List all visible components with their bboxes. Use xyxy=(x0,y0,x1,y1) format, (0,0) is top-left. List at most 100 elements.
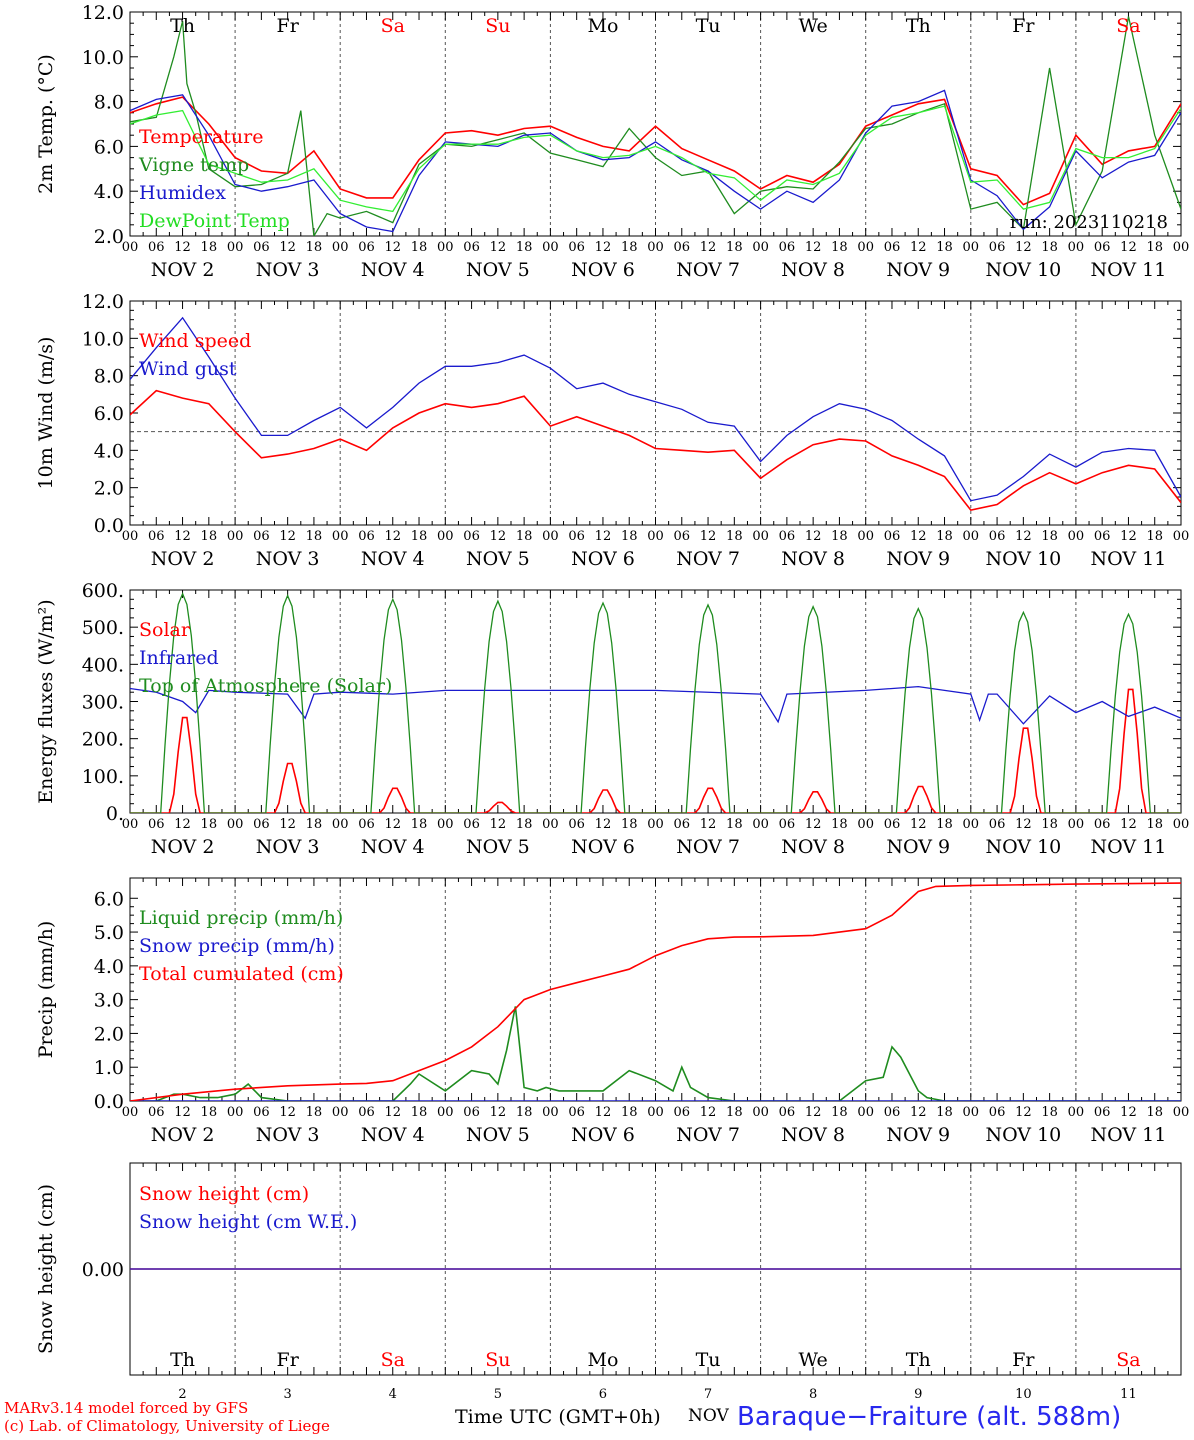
hour-tick-label: 06 xyxy=(568,240,585,255)
hour-tick-label: 18 xyxy=(1146,1105,1163,1120)
hour-tick-label: 00 xyxy=(857,1105,874,1120)
panel-3: 0. 100. 200. 300. 400. 500. 600. Energy fluxes … xyxy=(35,580,1189,858)
hour-tick-label: 18 xyxy=(936,529,953,544)
hour-tick-label: 18 xyxy=(516,1105,533,1120)
y-tick-label: 5.0 xyxy=(94,922,124,944)
hour-tick-label: 18 xyxy=(621,240,638,255)
plot-frame xyxy=(129,300,1182,526)
legend-snow-height-cm-w-e-: Snow height (cm W.E.) xyxy=(139,1211,357,1233)
hour-tick-label: 06 xyxy=(463,240,480,255)
date-label: NOV 4 xyxy=(361,1124,425,1146)
hour-tick-label: 18 xyxy=(1041,1105,1058,1120)
series-group xyxy=(130,882,1181,1101)
hour-tick-label: 06 xyxy=(989,1105,1006,1120)
weekday-label: Mo xyxy=(587,15,618,37)
hour-tick-label: 12 xyxy=(490,240,507,255)
hour-tick-label: 18 xyxy=(726,1105,743,1120)
hour-tick-label: 12 xyxy=(279,240,296,255)
series-group xyxy=(130,316,1181,511)
hour-tick-label: 06 xyxy=(148,1105,165,1120)
day-number: 5 xyxy=(494,1387,502,1402)
hour-tick-label: 00 xyxy=(122,817,139,832)
date-label: NOV 3 xyxy=(256,836,320,858)
legend-snow-height-cm-: Snow height (cm) xyxy=(139,1183,309,1205)
hour-tick-label: 06 xyxy=(779,1105,796,1120)
y-tick-label: 10.0 xyxy=(82,328,124,350)
hour-tick-label: 00 xyxy=(752,1105,769,1120)
hour-tick-label: 00 xyxy=(647,240,664,255)
hour-tick-label: 18 xyxy=(726,240,743,255)
y-tick-label: 4.0 xyxy=(94,956,124,978)
hour-tick-label: 06 xyxy=(1094,1105,1111,1120)
legend-infrared: Infrared xyxy=(139,647,219,669)
series-line-total-cumulated-cm- xyxy=(130,882,1181,1101)
date-label: NOV 11 xyxy=(1091,548,1167,570)
hour-tick-label: 12 xyxy=(384,817,401,832)
hour-tick-label: 12 xyxy=(1015,1105,1032,1120)
hour-tick-label: 06 xyxy=(1094,529,1111,544)
weekday-label: Su xyxy=(485,15,510,37)
y-tick-label: 100. xyxy=(82,766,124,788)
hour-tick-label: 18 xyxy=(726,817,743,832)
hour-tick-label: 18 xyxy=(1146,529,1163,544)
date-label: NOV 5 xyxy=(466,1124,530,1146)
date-label: NOV 2 xyxy=(151,1124,215,1146)
hour-tick-label: 12 xyxy=(1120,817,1137,832)
hour-tick-label: 06 xyxy=(148,529,165,544)
date-label: NOV 10 xyxy=(985,548,1061,570)
date-label: NOV 8 xyxy=(781,548,845,570)
hour-tick-label: 00 xyxy=(752,529,769,544)
hour-tick-label: 00 xyxy=(963,240,980,255)
hour-tick-label: 06 xyxy=(253,529,270,544)
time-axis-title: Time UTC (GMT+0h) xyxy=(455,1406,661,1428)
hour-tick-label: 00 xyxy=(752,240,769,255)
day-number: 11 xyxy=(1120,1387,1137,1402)
hour-tick-label: 06 xyxy=(674,817,691,832)
hour-tick-label: 12 xyxy=(805,817,822,832)
legend-wind-gust: Wind gust xyxy=(139,358,237,380)
hour-tick-label: 06 xyxy=(884,817,901,832)
model-label: MARv3.14 model forced by GFS xyxy=(4,1399,249,1417)
hour-tick-label: 12 xyxy=(384,529,401,544)
hour-tick-label: 12 xyxy=(700,1105,717,1120)
date-label: NOV 11 xyxy=(1091,259,1167,281)
hour-tick-label: 18 xyxy=(621,1105,638,1120)
date-label: NOV 4 xyxy=(361,548,425,570)
weekday-label: Tu xyxy=(696,1349,721,1371)
hour-tick-label: 06 xyxy=(884,529,901,544)
y-tick-label: 400. xyxy=(82,654,124,676)
date-label: NOV 6 xyxy=(571,548,635,570)
hour-tick-label: 18 xyxy=(411,1105,428,1120)
day-number: 7 xyxy=(704,1387,712,1402)
hour-tick-label: 18 xyxy=(516,817,533,832)
hour-tick-label: 12 xyxy=(700,529,717,544)
y-tick-label: 600. xyxy=(82,580,124,602)
date-label: NOV 9 xyxy=(886,1124,950,1146)
hour-tick-label: 06 xyxy=(358,240,375,255)
hour-tick-label: 12 xyxy=(1015,817,1032,832)
hour-tick-label: 06 xyxy=(989,529,1006,544)
weekday-label: Fr xyxy=(277,15,300,37)
hour-tick-label: 18 xyxy=(831,240,848,255)
date-label: NOV 7 xyxy=(676,1124,740,1146)
hour-tick-label: 12 xyxy=(910,529,927,544)
weekday-label: Th xyxy=(170,1349,195,1371)
hour-tick-label: 00 xyxy=(963,817,980,832)
hour-tick-label: 18 xyxy=(831,1105,848,1120)
hour-tick-label: 00 xyxy=(857,529,874,544)
day-number: 4 xyxy=(389,1387,397,1402)
hour-tick-label: 18 xyxy=(1146,240,1163,255)
panel-5: 0.00 Snow height (cm) Snow height (cm) Snow… xyxy=(35,1162,1182,1402)
legend-vigne-temp: Vigne temp xyxy=(138,154,249,176)
hour-tick-label: 00 xyxy=(1068,817,1085,832)
date-label: NOV 9 xyxy=(886,836,950,858)
date-label: NOV 10 xyxy=(985,259,1061,281)
series-line-wind-gust xyxy=(130,316,1181,502)
hour-tick-label: 12 xyxy=(490,1105,507,1120)
hour-tick-label: 00 xyxy=(542,529,559,544)
y-tick-label: 1.0 xyxy=(94,1057,124,1079)
hour-tick-label: 00 xyxy=(1173,529,1190,544)
hour-tick-label: 12 xyxy=(1015,240,1032,255)
series-line-humidex xyxy=(130,89,1181,233)
hour-tick-label: 12 xyxy=(700,240,717,255)
